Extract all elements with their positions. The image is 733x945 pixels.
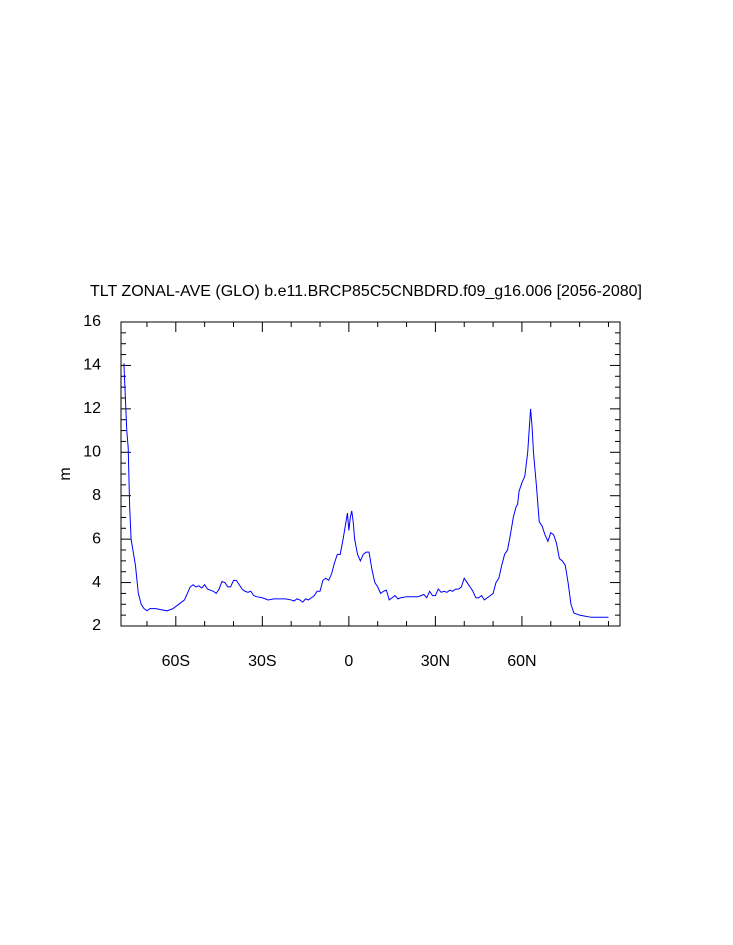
- y-tick-label: 12: [83, 400, 101, 417]
- y-tick-label: 10: [83, 444, 101, 461]
- y-tick-label: 16: [83, 313, 101, 330]
- chart-title: TLT ZONAL-AVE (GLO) b.e11.BRCP85C5CNBDRD…: [90, 283, 642, 300]
- plot-frame: [120, 321, 621, 627]
- y-tick-label: 6: [92, 530, 101, 547]
- x-tick-label: 30S: [248, 653, 276, 670]
- y-tick-label: 2: [92, 617, 101, 634]
- y-tick-label: 4: [92, 574, 101, 591]
- y-tick-label: 14: [83, 357, 101, 374]
- data-line: [123, 363, 609, 618]
- x-tick-label: 30N: [421, 653, 450, 670]
- y-axis-label: m: [57, 467, 74, 480]
- y-tick-label: 8: [92, 487, 101, 504]
- x-tick-label: 0: [344, 653, 353, 670]
- x-tick-label: 60S: [162, 653, 190, 670]
- x-tick-label: 60N: [507, 653, 536, 670]
